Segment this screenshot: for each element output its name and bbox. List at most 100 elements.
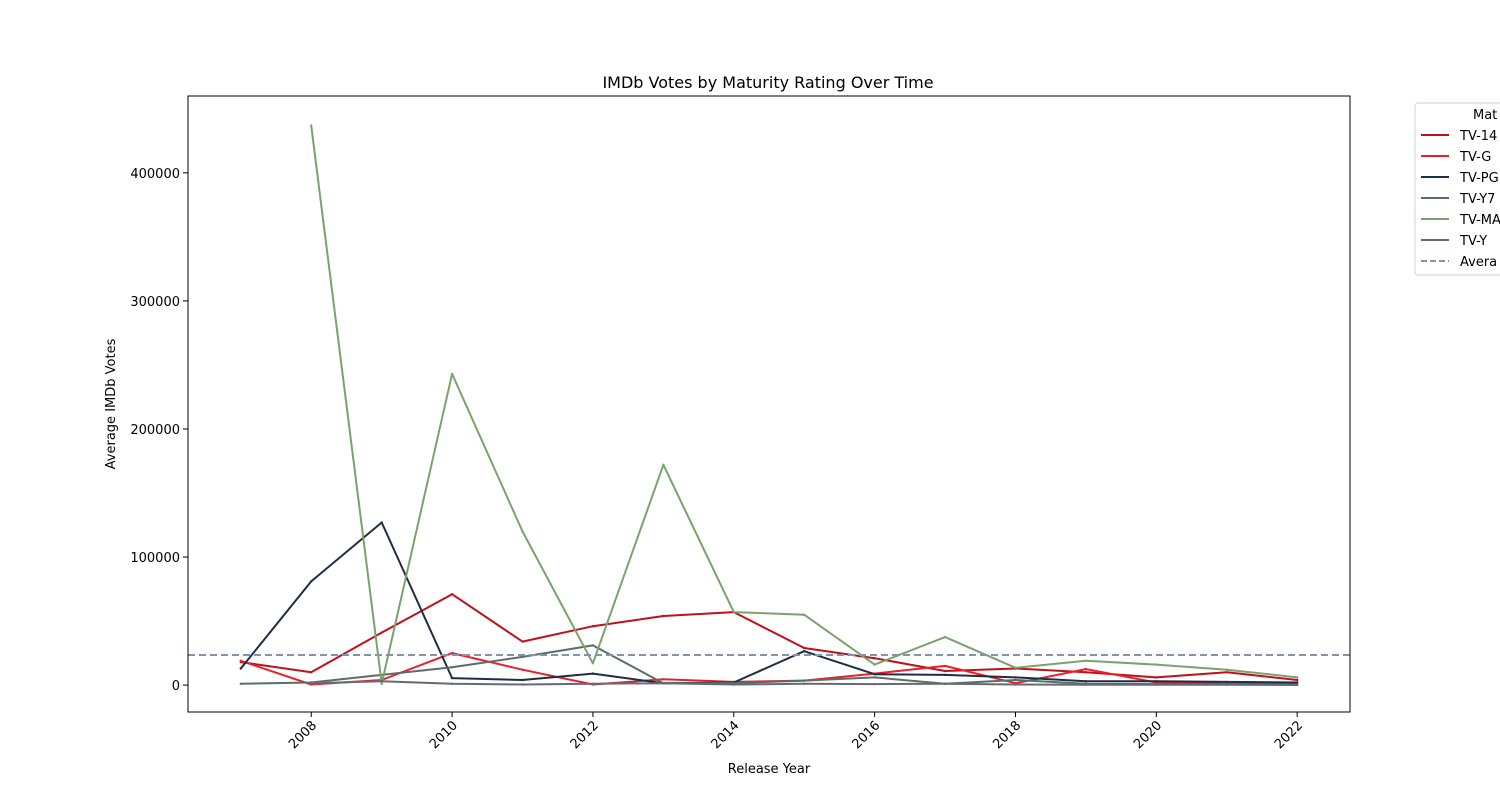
data-point-tv-y: [1084, 683, 1088, 686]
data-point-tv-pg: [521, 678, 524, 682]
y-axis: 0 100000 200000 300000 400000: [130, 167, 188, 694]
data-point-tv-pg: [450, 676, 454, 680]
x-tick-label: 2018: [990, 718, 1024, 752]
x-tick-label: 2016: [849, 718, 883, 752]
y-tick-label: 200000: [130, 423, 180, 438]
data-point-tv-pg: [310, 580, 313, 583]
data-point-tv-y: [591, 682, 595, 685]
data-point-tv-ma: [1155, 663, 1158, 666]
data-point-tv-y: [310, 682, 313, 685]
legend-label: TV-14: [1459, 129, 1497, 144]
data-point-tv-pg: [1296, 681, 1299, 684]
data-point-tv-g: [450, 651, 454, 655]
legend-label: TV-Y: [1459, 234, 1487, 249]
y-tick-label: 400000: [130, 167, 180, 182]
legend-title: Mat: [1473, 108, 1497, 123]
data-point-tv-ma: [1225, 668, 1229, 671]
data-point-tv-y: [803, 682, 806, 685]
data-point-tv-g: [662, 678, 665, 681]
y-axis-label: Average IMDb Votes: [104, 338, 119, 469]
data-point-tv-14: [662, 614, 665, 618]
data-point-tv-ma: [591, 662, 595, 665]
series-line-tv-pg: [240, 521, 1298, 685]
data-point-tv-pg: [380, 521, 383, 524]
x-tick-label: 2008: [286, 718, 320, 752]
data-point-tv-ma: [380, 682, 383, 685]
data-point-tv-g: [1084, 667, 1088, 671]
chart-title: IMDb Votes by Maturity Rating Over Time: [602, 73, 933, 92]
data-point-tv-ma: [662, 463, 665, 466]
data-point-tv-y: [1155, 683, 1158, 686]
y-tick-label: 300000: [130, 295, 180, 310]
data-point-tv-y: [1225, 683, 1229, 686]
data-point-tv-y: [450, 682, 454, 685]
legend-label: Avera: [1460, 255, 1497, 270]
data-point-tv-pg: [943, 673, 947, 677]
data-point-tv-y: [521, 683, 524, 686]
data-point-tv-y7: [591, 644, 595, 647]
x-tick-label: 2010: [427, 718, 461, 752]
legend-label: TV-MA: [1459, 213, 1500, 228]
data-point-tv-pg: [873, 673, 876, 676]
data-point-tv-14: [1296, 678, 1299, 682]
data-point-tv-14: [591, 625, 595, 628]
y-tick-label: 0: [172, 679, 180, 694]
data-point-tv-y7: [873, 676, 876, 679]
data-point-tv-14: [1084, 671, 1088, 674]
data-point-tv-pg: [1084, 680, 1088, 683]
data-point-tv-y7: [521, 655, 524, 659]
x-tick-label: 2020: [1131, 718, 1165, 752]
data-point-tv-ma: [1296, 676, 1299, 679]
series-line-tv-g: [240, 652, 1298, 686]
data-point-tv-pg: [1014, 676, 1017, 679]
data-point-tv-14: [310, 671, 313, 674]
data-point-tv-y: [943, 682, 947, 685]
data-point-tv-y7: [239, 682, 242, 685]
legend-label: TV-Y7: [1459, 192, 1495, 207]
data-point-tv-pg: [591, 672, 595, 675]
data-point-tv-14: [1225, 671, 1229, 674]
data-point-tv-pg: [1155, 680, 1158, 683]
data-point-tv-14: [803, 646, 806, 650]
x-axis-label: Release Year: [728, 762, 811, 777]
data-point-tv-pg: [239, 667, 242, 670]
data-point-tv-14: [943, 669, 947, 673]
data-point-tv-ma: [450, 372, 454, 376]
data-point-tv-ma: [732, 610, 735, 614]
data-point-tv-ma: [1014, 666, 1017, 669]
data-point-tv-ma: [803, 613, 806, 616]
y-tick-label: 100000: [130, 551, 180, 566]
data-point-tv-y7: [450, 666, 454, 669]
legend: Mat TV-14 TV-G TV-PG TV-Y7 TV-MA TV-Y Avera: [1414, 102, 1500, 276]
data-point-tv-y7: [803, 679, 806, 682]
plot-area: [188, 124, 1350, 687]
x-tick-label: 2014: [709, 718, 743, 752]
data-point-tv-ma: [521, 530, 524, 533]
data-point-tv-ma: [943, 635, 947, 639]
data-point-tv-ma: [1084, 659, 1088, 662]
x-axis: 2008 2010 2012 2014 2016 2018 2020 2022: [286, 712, 1306, 752]
legend-label: TV-G: [1459, 150, 1491, 165]
data-point-tv-pg: [1225, 680, 1229, 684]
data-point-tv-y7: [1014, 678, 1017, 682]
data-point-tv-g: [943, 664, 947, 668]
data-point-tv-pg: [803, 650, 806, 653]
x-tick-label: 2022: [1272, 718, 1306, 752]
plot-frame: [187, 95, 1351, 713]
legend-label: TV-PG: [1459, 171, 1499, 186]
data-point-tv-14: [1155, 676, 1158, 679]
data-point-tv-y: [662, 682, 665, 685]
data-point-tv-y: [380, 680, 383, 683]
x-tick-label: 2012: [568, 718, 602, 752]
data-point-tv-y: [1296, 683, 1299, 687]
data-point-tv-ma: [873, 663, 876, 666]
data-point-tv-14: [521, 640, 524, 643]
data-point-tv-ma: [310, 124, 313, 127]
data-point-tv-y: [873, 682, 876, 686]
data-point-tv-g: [239, 659, 242, 662]
data-point-tv-y: [1014, 683, 1017, 686]
data-point-tv-14: [873, 657, 876, 660]
legend-frame: [1414, 102, 1500, 276]
data-point-tv-y: [732, 683, 735, 686]
